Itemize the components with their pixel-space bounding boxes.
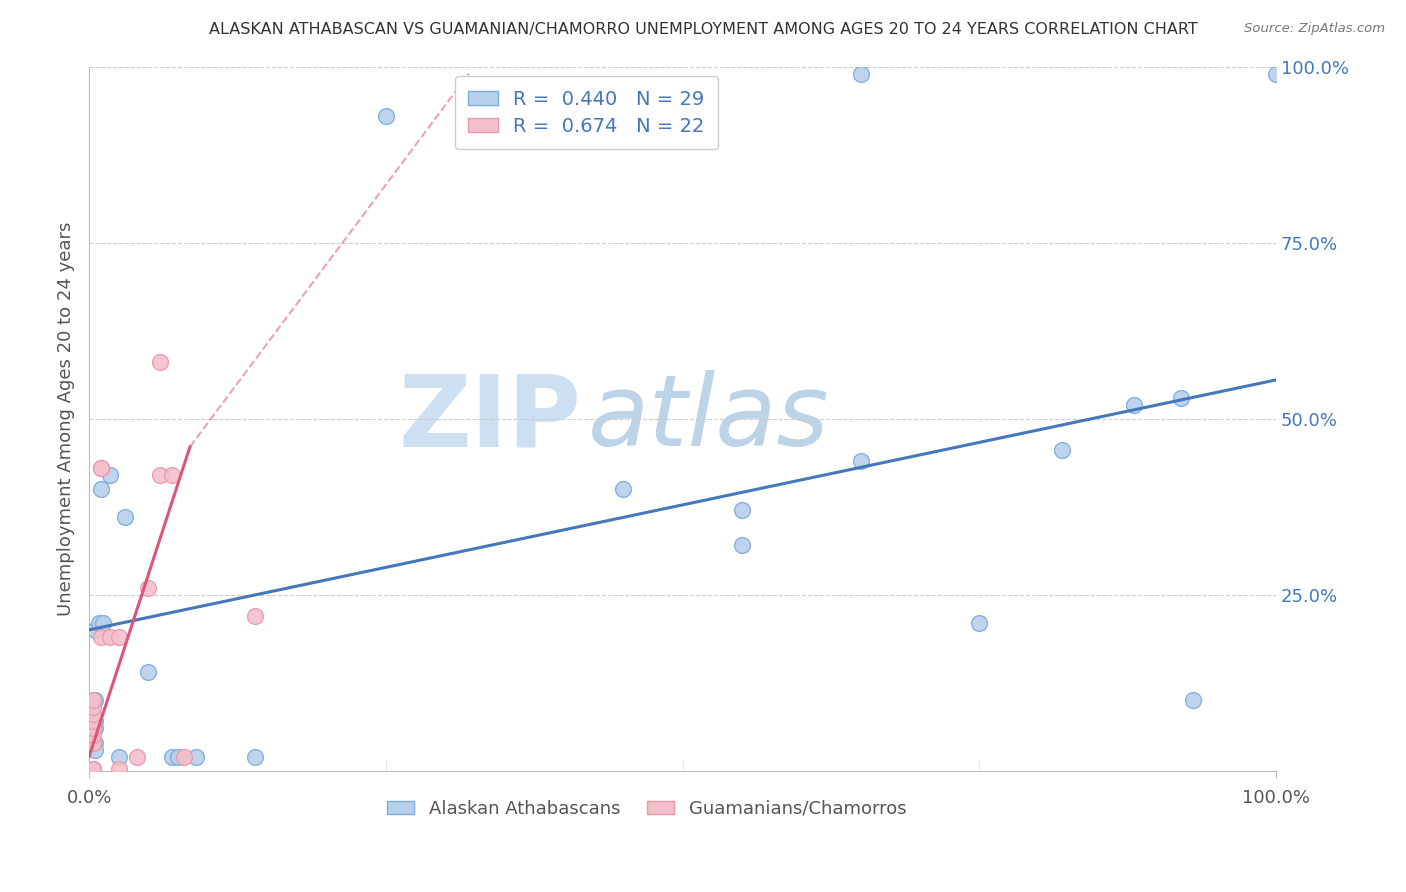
Point <box>245 749 267 764</box>
Text: atlas: atlas <box>588 370 830 467</box>
Point <box>84 742 107 756</box>
Point <box>967 615 990 630</box>
Text: ALASKAN ATHABASCAN VS GUAMANIAN/CHAMORRO UNEMPLOYMENT AMONG AGES 20 TO 24 YEARS : ALASKAN ATHABASCAN VS GUAMANIAN/CHAMORRO… <box>208 22 1198 37</box>
Point <box>160 467 183 482</box>
Point <box>1181 693 1204 707</box>
Point <box>173 749 195 764</box>
Point <box>849 67 872 81</box>
Point <box>1170 391 1192 405</box>
Point <box>731 538 754 552</box>
Point <box>1052 443 1074 458</box>
Point <box>149 355 172 369</box>
Point <box>82 693 104 707</box>
Point <box>107 630 129 644</box>
Point <box>84 735 107 749</box>
Legend: Alaskan Athabascans, Guamanians/Chamorros: Alaskan Athabascans, Guamanians/Chamorro… <box>380 793 914 825</box>
Point <box>149 467 172 482</box>
Point <box>82 707 104 722</box>
Point <box>82 735 104 749</box>
Point <box>84 693 107 707</box>
Point <box>90 461 112 475</box>
Point <box>138 665 160 679</box>
Text: ZIP: ZIP <box>399 370 582 467</box>
Point <box>125 749 148 764</box>
Point <box>82 722 104 736</box>
Point <box>84 722 107 736</box>
Text: Source: ZipAtlas.com: Source: ZipAtlas.com <box>1244 22 1385 36</box>
Point <box>167 749 190 764</box>
Point <box>245 608 267 623</box>
Y-axis label: Unemployment Among Ages 20 to 24 years: Unemployment Among Ages 20 to 24 years <box>58 221 75 615</box>
Point <box>84 623 107 637</box>
Point <box>1265 67 1288 81</box>
Point <box>160 749 183 764</box>
Point <box>107 762 129 776</box>
Point <box>82 729 104 743</box>
Point <box>100 630 122 644</box>
Point <box>90 482 112 496</box>
Point <box>82 762 104 776</box>
Point <box>114 510 136 524</box>
Point <box>612 482 634 496</box>
Point <box>91 615 114 630</box>
Point <box>849 454 872 468</box>
Point <box>107 749 129 764</box>
Point <box>184 749 207 764</box>
Point <box>731 503 754 517</box>
Point <box>100 467 122 482</box>
Point <box>374 109 396 123</box>
Point <box>82 762 104 776</box>
Point <box>1122 398 1144 412</box>
Point <box>82 714 104 729</box>
Point <box>84 714 107 729</box>
Point <box>90 461 112 475</box>
Point <box>90 630 112 644</box>
Point <box>87 615 110 630</box>
Point <box>138 581 160 595</box>
Point <box>82 700 104 714</box>
